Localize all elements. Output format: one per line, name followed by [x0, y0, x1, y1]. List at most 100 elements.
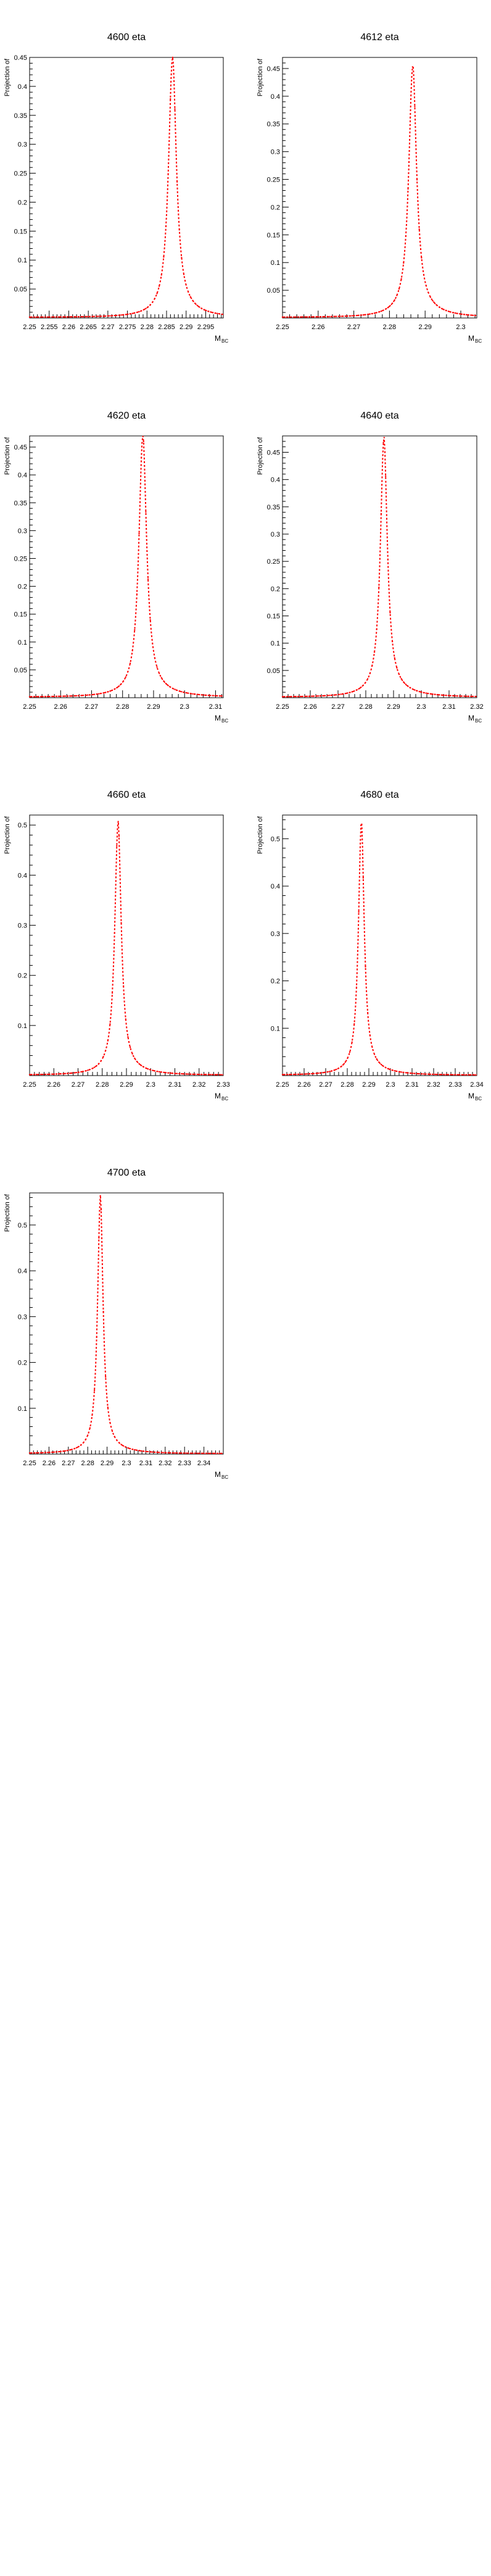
data-point	[174, 1073, 176, 1074]
data-point	[44, 695, 46, 698]
data-point	[214, 695, 216, 696]
y-tick-label: 0.2	[18, 199, 27, 206]
data-point	[371, 1046, 373, 1048]
data-point	[64, 316, 67, 318]
data-point	[35, 696, 38, 698]
data-point	[109, 1421, 111, 1424]
data-point	[306, 695, 308, 697]
chart-panel-3: 4620 eta Projection of M BC 2.25 2.26 2.27 2.28…	[4, 411, 228, 724]
data-point	[170, 686, 171, 688]
data-point	[389, 612, 391, 614]
data-point	[286, 1074, 288, 1076]
data-point	[62, 316, 64, 318]
data-point	[116, 687, 118, 689]
data-point	[340, 693, 342, 695]
data-point	[183, 691, 185, 693]
data-point	[218, 1074, 221, 1076]
data-point	[165, 1072, 167, 1074]
data-point	[281, 1074, 284, 1076]
y-tick-label: 0.2	[271, 585, 280, 593]
data-point	[337, 316, 340, 317]
data-point	[118, 314, 120, 316]
data-point	[129, 1448, 131, 1450]
data-point	[421, 257, 423, 259]
data-point	[331, 1070, 333, 1072]
data-point	[344, 1061, 346, 1063]
data-point	[102, 1310, 104, 1313]
data-point	[189, 1073, 192, 1075]
data-point	[73, 1072, 75, 1074]
y-axis-label: Projection of	[4, 437, 11, 475]
y-tick-label: 0.4	[271, 477, 280, 484]
data-point	[176, 1073, 178, 1074]
data-point	[337, 693, 340, 696]
y-tick-label: 0.35	[267, 121, 280, 128]
data-point	[210, 311, 212, 313]
data-point	[380, 512, 382, 515]
data-point	[389, 304, 391, 307]
data-point	[33, 696, 35, 698]
y-tick-label: 0.5	[18, 1222, 27, 1229]
y-axis-label: Projection of	[4, 58, 11, 96]
series-line	[30, 57, 224, 318]
data-point	[104, 692, 107, 693]
data-point	[170, 98, 171, 100]
y-tick-label: 0.05	[267, 287, 280, 295]
data-point	[409, 116, 411, 118]
data-point	[35, 1452, 38, 1454]
data-point	[160, 1452, 162, 1453]
data-point	[470, 314, 472, 316]
data-point	[203, 1452, 205, 1454]
x-tick-label: 2.25	[276, 1081, 289, 1089]
y-tick-label: 0.4	[18, 83, 27, 91]
x-tick-label: 2.3	[456, 324, 465, 331]
data-point	[185, 1452, 187, 1454]
data-point	[382, 441, 384, 443]
y-axis-label: Projection of	[257, 816, 264, 854]
data-point	[93, 316, 96, 317]
data-point	[315, 695, 317, 697]
data-point	[82, 1071, 85, 1073]
y-tick-label: 0.05	[14, 286, 27, 293]
data-point	[178, 690, 180, 692]
data-point	[49, 1452, 51, 1453]
data-point	[28, 696, 31, 698]
data-point	[125, 1446, 126, 1448]
data-point	[69, 1449, 71, 1451]
x-axis-label-subscript: BC	[475, 718, 482, 724]
data-point	[129, 663, 131, 664]
data-point	[221, 1074, 223, 1076]
data-point	[154, 657, 156, 659]
data-point	[324, 1071, 326, 1073]
data-point	[60, 1450, 62, 1452]
data-point	[366, 313, 369, 316]
data-point	[46, 316, 49, 318]
data-point	[218, 313, 221, 315]
data-point	[445, 695, 447, 696]
y-tick-label: 0.1	[271, 259, 280, 267]
y-tick-label: 0.35	[267, 504, 280, 511]
data-point	[456, 695, 458, 697]
data-point	[400, 278, 402, 280]
data-point	[171, 687, 174, 690]
x-tick-label: 2.29	[179, 324, 192, 331]
data-point	[38, 696, 39, 698]
data-point	[51, 316, 53, 318]
data-point	[82, 316, 85, 318]
data-point	[87, 1434, 89, 1436]
series-line	[29, 821, 224, 1076]
data-point	[380, 310, 382, 312]
data-point	[203, 1073, 205, 1076]
data-point	[192, 299, 194, 301]
data-point	[337, 1067, 340, 1069]
y-tick-label: 0.4	[271, 93, 280, 101]
data-point	[31, 1452, 33, 1454]
data-point	[142, 1450, 144, 1452]
data-point	[78, 316, 80, 318]
data-point	[57, 695, 60, 697]
data-point	[336, 316, 337, 317]
data-point	[188, 692, 189, 694]
data-point	[373, 1053, 376, 1055]
data-point	[416, 178, 418, 181]
chart-panel-4: 4640 eta Projection of M BC 2.25 2.26 2.27 2.28…	[257, 411, 484, 724]
